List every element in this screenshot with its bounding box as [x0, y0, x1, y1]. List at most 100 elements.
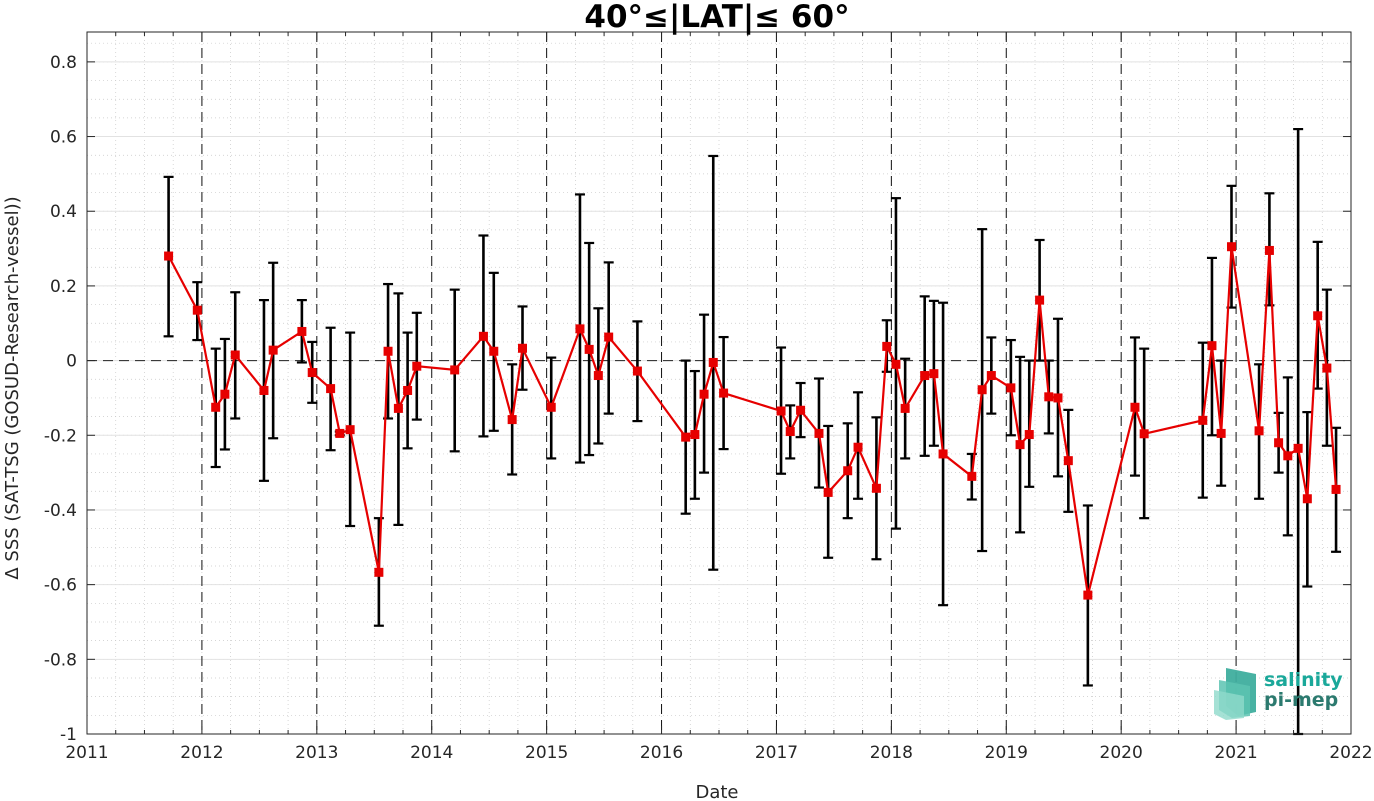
data-point: [1035, 295, 1045, 305]
data-point: [478, 331, 488, 341]
data-point: [776, 406, 786, 416]
data-point: [814, 428, 824, 438]
data-point: [719, 388, 729, 398]
data-point: [977, 385, 987, 395]
data-point: [268, 345, 278, 355]
x-tick-label: 2015: [525, 743, 568, 763]
data-point: [345, 425, 355, 435]
y-tick-label: 0.6: [50, 128, 77, 148]
data-point: [1293, 443, 1303, 453]
data-point: [1006, 383, 1016, 393]
data-point: [393, 403, 403, 413]
data-point: [211, 402, 221, 412]
x-tick-label: 2019: [985, 743, 1028, 763]
data-point: [575, 324, 585, 334]
x-tick-label: 2021: [1214, 743, 1257, 763]
data-point: [882, 341, 892, 351]
data-point: [1044, 392, 1054, 402]
y-tick-labels: 0.8 0.6 0.4 0.2 0 -0.2 -0.4 -0.6 -0.8 -1: [44, 53, 77, 745]
data-point: [518, 343, 528, 353]
data-point: [1216, 428, 1226, 438]
data-point: [450, 365, 460, 375]
y-tick-label: 0.4: [50, 202, 77, 222]
x-tick-label: 2011: [65, 743, 108, 763]
y-tick-label: 0: [66, 352, 77, 372]
data-point: [192, 305, 202, 315]
logo-line2: pi-mep: [1264, 689, 1338, 711]
markers: [164, 242, 1341, 600]
logo-line1: salinity: [1264, 669, 1343, 691]
data-point: [1139, 429, 1149, 439]
data-point: [1207, 341, 1217, 351]
data-point: [823, 487, 833, 497]
logo-wave-icon: [1214, 668, 1256, 720]
data-point: [412, 361, 422, 371]
data-point: [1053, 393, 1063, 403]
x-axis-label: Date: [695, 782, 738, 801]
data-point: [1331, 484, 1341, 494]
data-point: [1198, 415, 1208, 425]
data-point: [1015, 440, 1025, 450]
ticks: [86, 32, 1352, 735]
data-point: [489, 346, 499, 356]
data-point: [699, 389, 709, 399]
x-tick-label: 2020: [1100, 743, 1143, 763]
data-point: [708, 357, 718, 367]
data-point: [1024, 430, 1034, 440]
data-point: [584, 344, 594, 354]
y-tick-label: -0.8: [44, 650, 77, 670]
data-point: [220, 389, 230, 399]
data-point: [593, 371, 603, 381]
y-tick-label: -0.2: [44, 426, 77, 446]
x-tick-label: 2014: [410, 743, 453, 763]
data-point: [1226, 242, 1236, 252]
data-point: [546, 402, 556, 412]
data-point: [920, 371, 930, 381]
data-point: [796, 405, 806, 415]
x-tick-label: 2018: [870, 743, 913, 763]
data-point: [1313, 311, 1323, 321]
x-tick-label: 2012: [180, 743, 223, 763]
data-point: [383, 346, 393, 356]
data-point: [900, 403, 910, 413]
x-tick-label: 2016: [640, 743, 683, 763]
data-point: [785, 427, 795, 437]
data-point: [374, 567, 384, 577]
x-tick-labels: 2011 2012 2013 2014 2015 2016 2017 2018 2019 2020…: [65, 743, 1372, 763]
data-point: [929, 369, 939, 379]
data-point: [164, 251, 174, 261]
data-point: [681, 432, 691, 442]
data-point: [1063, 456, 1073, 466]
data-point: [297, 326, 307, 336]
data-point: [403, 385, 413, 395]
data-point: [632, 366, 642, 376]
data-point: [1264, 245, 1274, 255]
y-tick-label: 0.2: [50, 277, 77, 297]
y-tick-label: -0.6: [44, 576, 77, 596]
year-lines: [201, 32, 1237, 734]
x-tick-label: 2013: [295, 743, 338, 763]
data-point: [1130, 402, 1140, 412]
data-point: [604, 332, 614, 342]
data-point: [335, 428, 345, 438]
y-tick-label: -1: [60, 725, 77, 745]
data-point: [690, 430, 700, 440]
data-point: [967, 471, 977, 481]
data-point: [230, 350, 240, 360]
salinity-pimep-logo: salinity pi-mep: [1214, 668, 1343, 720]
data-point: [1274, 438, 1284, 448]
y-axis-label: Δ SSS (SAT-TSG (GOSUD-Research-vessel)): [2, 196, 23, 579]
data-point: [891, 359, 901, 369]
data-point: [1283, 451, 1293, 461]
y-tick-label: 0.8: [50, 53, 77, 73]
chart-title: 40°≤|LAT|≤ 60°: [584, 0, 849, 35]
data-point: [986, 371, 996, 381]
data-point: [1083, 590, 1093, 600]
data-point: [853, 442, 863, 452]
data-point: [1302, 494, 1312, 504]
data-point: [938, 449, 948, 459]
data-point: [1254, 426, 1264, 436]
data-point: [259, 385, 269, 395]
data-point: [1322, 363, 1332, 373]
